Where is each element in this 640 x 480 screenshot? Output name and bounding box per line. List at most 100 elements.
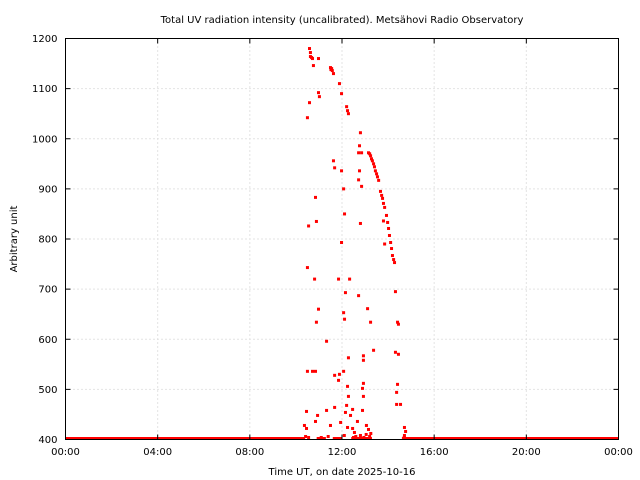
data-point xyxy=(314,195,318,199)
x-tick-label: 04:00 xyxy=(143,447,172,458)
data-point xyxy=(333,373,337,377)
data-point xyxy=(333,405,337,409)
data-point xyxy=(342,311,346,315)
data-point xyxy=(389,241,393,245)
data-point xyxy=(311,369,315,373)
data-point xyxy=(352,430,356,434)
data-point xyxy=(331,159,335,163)
x-tick-label: 16:00 xyxy=(420,447,449,458)
data-point xyxy=(378,189,382,193)
data-point xyxy=(357,151,361,155)
data-point xyxy=(395,390,399,394)
data-point xyxy=(364,432,368,436)
data-point xyxy=(325,339,329,343)
data-point xyxy=(393,261,397,265)
data-point xyxy=(396,382,400,386)
data-point xyxy=(402,433,406,437)
data-point xyxy=(357,294,361,298)
data-point xyxy=(340,241,344,245)
data-point xyxy=(331,72,335,76)
data-point xyxy=(339,420,343,424)
x-axis-ticks: 00:00 04:00 08:00 12:00 16:00 20:00 00:00 xyxy=(51,38,633,458)
data-point xyxy=(390,254,394,258)
data-point xyxy=(314,369,318,373)
data-point xyxy=(364,423,368,427)
data-point xyxy=(337,378,341,382)
data-point xyxy=(355,419,359,423)
data-point xyxy=(314,419,318,423)
data-point xyxy=(346,109,350,113)
data-point xyxy=(399,402,403,406)
data-point xyxy=(343,410,347,414)
data-point xyxy=(354,434,358,438)
data-point xyxy=(373,169,377,173)
data-point xyxy=(358,433,362,437)
data-point xyxy=(402,425,406,429)
data-point xyxy=(313,277,317,281)
data-point xyxy=(311,64,315,68)
y-axis-label: Arbitrary unit xyxy=(9,206,20,273)
x-tick-label: 12:00 xyxy=(328,447,357,458)
x-tick-label: 00:00 xyxy=(51,447,80,458)
data-point xyxy=(343,317,347,321)
data-point xyxy=(307,224,311,228)
data-point xyxy=(305,409,309,413)
x-axis-label: Time UT, on date 2025-10-16 xyxy=(268,467,416,478)
data-point xyxy=(308,47,312,51)
data-point xyxy=(387,226,391,230)
data-point xyxy=(381,196,385,200)
data-point xyxy=(358,169,362,173)
y-tick-label: 700 xyxy=(38,285,57,296)
data-point xyxy=(361,381,365,385)
data-point xyxy=(308,51,312,55)
data-point xyxy=(358,144,362,148)
data-point xyxy=(326,434,330,438)
data-point xyxy=(314,219,318,223)
y-tick-label: 400 xyxy=(38,435,57,446)
data-point xyxy=(360,151,364,155)
data-point xyxy=(340,92,344,96)
data-point xyxy=(337,372,341,376)
y-axis-ticks: 400 500 600 700 800 900 1000 1100 1200 xyxy=(32,34,619,446)
data-point xyxy=(368,152,372,156)
data-point xyxy=(351,426,355,430)
data-point xyxy=(319,435,323,439)
data-point xyxy=(402,435,406,439)
data-point xyxy=(369,320,373,324)
data-point xyxy=(346,394,350,398)
data-point xyxy=(314,320,318,324)
data-point xyxy=(396,352,400,356)
data-point xyxy=(305,426,309,430)
chart-title: Total UV radiation intensity (uncalibrat… xyxy=(160,15,524,26)
data-point xyxy=(390,247,394,251)
data-point xyxy=(383,242,387,246)
data-point xyxy=(305,369,309,373)
data-point xyxy=(340,169,344,173)
data-point xyxy=(345,403,349,407)
data-point xyxy=(316,91,320,95)
data-point xyxy=(393,350,397,354)
data-point xyxy=(396,322,400,326)
data-point xyxy=(360,184,364,188)
x-tick-label: 08:00 xyxy=(235,447,264,458)
data-point xyxy=(308,101,312,105)
data-point xyxy=(337,82,341,86)
data-point xyxy=(351,407,355,411)
data-point xyxy=(386,220,390,224)
y-tick-label: 900 xyxy=(38,184,57,195)
data-point xyxy=(316,413,320,417)
data-point xyxy=(358,221,362,225)
data-point xyxy=(361,358,365,362)
data-point xyxy=(329,68,333,72)
data-point xyxy=(387,233,391,237)
data-point xyxy=(342,369,346,373)
data-point xyxy=(343,212,347,216)
data-point xyxy=(346,356,350,360)
data-point xyxy=(375,175,379,179)
y-tick-label: 1000 xyxy=(32,134,57,145)
data-point xyxy=(302,423,306,427)
y-tick-label: 1200 xyxy=(32,34,57,45)
data-point xyxy=(357,178,361,182)
data-point xyxy=(369,154,373,158)
